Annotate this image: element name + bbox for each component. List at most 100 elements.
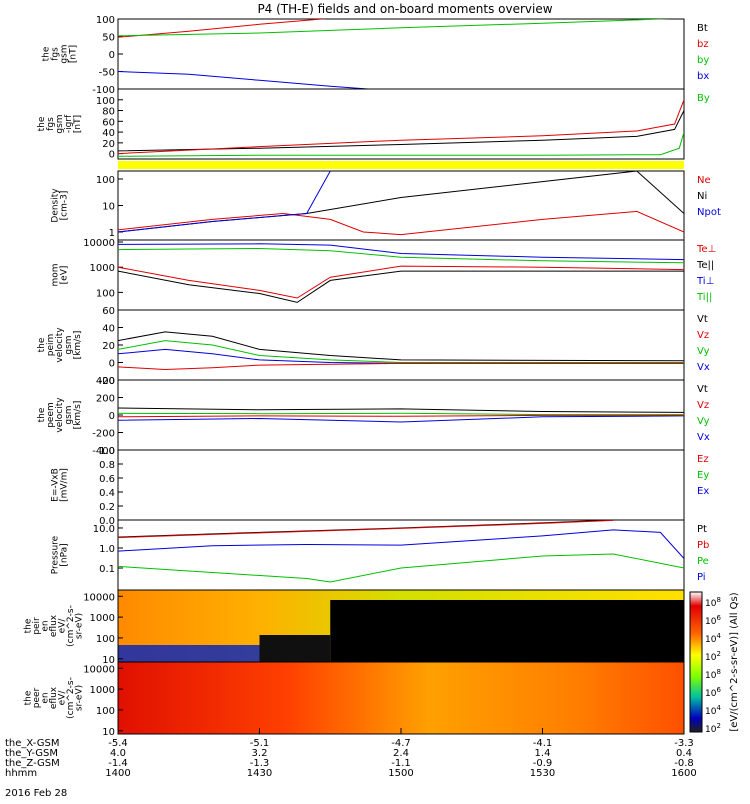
y-tick-label: 0.6 — [99, 474, 115, 485]
legend-entry: Vt — [697, 314, 708, 325]
spectrogram-panels: 10000100010010thepeirenefluxeV/(cm^2-s-s… — [24, 589, 685, 738]
x-axis-value: -1.3 — [250, 758, 270, 769]
x-axis-value: -4.7 — [391, 738, 411, 749]
panel-frame — [117, 170, 685, 241]
legend-entry: Ti|| — [696, 292, 712, 303]
x-axis-value: 2.4 — [393, 748, 409, 759]
panel-peem_velocity: 400 200 0 -200 -400 the peem velocity gsm [km/s] V… — [37, 376, 710, 457]
x-axis-value: 0.4 — [676, 748, 692, 759]
series-line — [118, 171, 331, 233]
y-axis-label: eflux — [49, 686, 59, 709]
y-axis-label: [eV] — [60, 266, 70, 285]
series-line — [118, 19, 328, 38]
y-tick-label: 0.2 — [99, 502, 115, 513]
spectrogram-low-flux — [259, 635, 331, 662]
y-tick-label: -50 — [99, 68, 115, 79]
y-tick-label: 60 — [102, 306, 115, 317]
series-line — [118, 270, 684, 303]
legend-entry: Te⊥ — [696, 244, 716, 255]
series-line — [118, 340, 684, 363]
series-line — [118, 348, 684, 364]
legend-entry: Pi — [697, 572, 706, 583]
y-tick-label: 200 — [96, 394, 115, 405]
legend-entry: Vx — [697, 362, 710, 373]
x-axis-row-label: the_X-GSM — [5, 738, 59, 749]
y-tick-label: 100 — [96, 634, 115, 645]
x-axis-value: 1.4 — [535, 748, 551, 759]
y-tick-label: 10000 — [83, 592, 115, 603]
y-axis-label: en — [41, 620, 51, 631]
y-axis-label: eV/ — [58, 618, 68, 634]
x-axis-value: -1.4 — [108, 758, 128, 769]
legend-entry: Vt — [697, 384, 708, 395]
panel-frame — [117, 88, 685, 160]
series-line — [118, 99, 684, 155]
spectrogram-low-flux — [330, 600, 684, 662]
colorbar-tick: 106 — [705, 614, 721, 627]
series-line — [118, 210, 684, 236]
panel-pressure: 10.0 1.0 0.1 Pressure [nPa] Pt Pb Pe Pi — [51, 519, 709, 591]
panel-mom_temp: 10000 1000 100 mom [eV] Te⊥ Te|| Ti⊥ Ti|| — [51, 238, 716, 311]
x-axis-value: -4.1 — [533, 738, 553, 749]
legend-entry: Ne — [697, 175, 711, 186]
spectrogram-fill — [118, 662, 684, 734]
y-tick-label: 10.0 — [93, 524, 115, 535]
series-line — [118, 520, 614, 538]
y-axis-label: sr-eV) — [75, 685, 85, 711]
y-tick-label: 0.0 — [99, 516, 115, 527]
flag-bar — [118, 161, 684, 169]
panel-frame — [117, 309, 685, 381]
x-axis-value: -3.3 — [674, 738, 694, 749]
y-axis-label: mom — [51, 263, 61, 286]
y-axis-label: en — [41, 692, 51, 703]
legend-entry: Ez — [697, 454, 709, 465]
y-axis-label: [km/s] — [73, 401, 83, 430]
y-axis-label: the — [24, 618, 34, 633]
y-tick-label: 0 — [109, 50, 115, 61]
y-axis-label: [km/s] — [73, 331, 83, 360]
y-axis-label: eflux — [49, 614, 59, 637]
y-axis-label: gsm — [55, 114, 65, 133]
y-axis-label: the — [37, 337, 47, 352]
y-tick-label: 0 — [109, 411, 115, 422]
y-tick-label: 1.0 — [99, 446, 115, 457]
y-tick-label: 100 — [96, 706, 115, 717]
y-tick-label: 100 — [96, 15, 115, 26]
legend-entry: Vx — [697, 432, 710, 443]
colorbar-gradient — [689, 591, 703, 733]
legend-entry: Npot — [697, 207, 721, 218]
y-tick-label: 1000 — [90, 263, 115, 274]
x-axis-value: -0.9 — [533, 758, 553, 769]
series-line — [118, 19, 672, 37]
series-line — [118, 243, 684, 261]
series-line — [118, 331, 684, 362]
legend-entry: Vz — [697, 400, 709, 411]
x-axis-value: 1430 — [247, 768, 272, 779]
panel-frame — [117, 239, 685, 311]
colorbar-tick: 102 — [705, 650, 721, 663]
y-tick-label: -100 — [92, 85, 115, 96]
series-line — [118, 362, 684, 371]
x-axis-value: 1600 — [671, 768, 696, 779]
y-axis-label: gsm — [64, 335, 74, 354]
colorbar-tick: 108 — [705, 596, 721, 609]
x-axis-value: 1400 — [105, 768, 130, 779]
date-label: 2016 Feb 28 — [5, 788, 67, 799]
colorbar-tick: 104 — [705, 632, 721, 645]
x-axis-value: 1530 — [530, 768, 555, 779]
y-tick-label: 0.8 — [99, 460, 115, 471]
y-tick-label: 10000 — [83, 664, 115, 675]
panel-density: 100 10 1 Density [cm-3] Ne Ni Npot — [51, 170, 721, 241]
y-axis-label: fgs — [46, 117, 56, 131]
legend-entry: Vy — [697, 346, 710, 357]
y-tick-label: 1000 — [90, 685, 115, 696]
y-tick-label: 10 — [102, 202, 115, 213]
series-line — [118, 131, 684, 157]
y-tick-label: 60 — [102, 117, 115, 128]
legend-entry: bx — [697, 71, 709, 82]
x-axis-value: -5.1 — [250, 738, 270, 749]
y-axis-label: peim — [46, 334, 56, 357]
y-axis-label: -igrf — [64, 114, 74, 133]
